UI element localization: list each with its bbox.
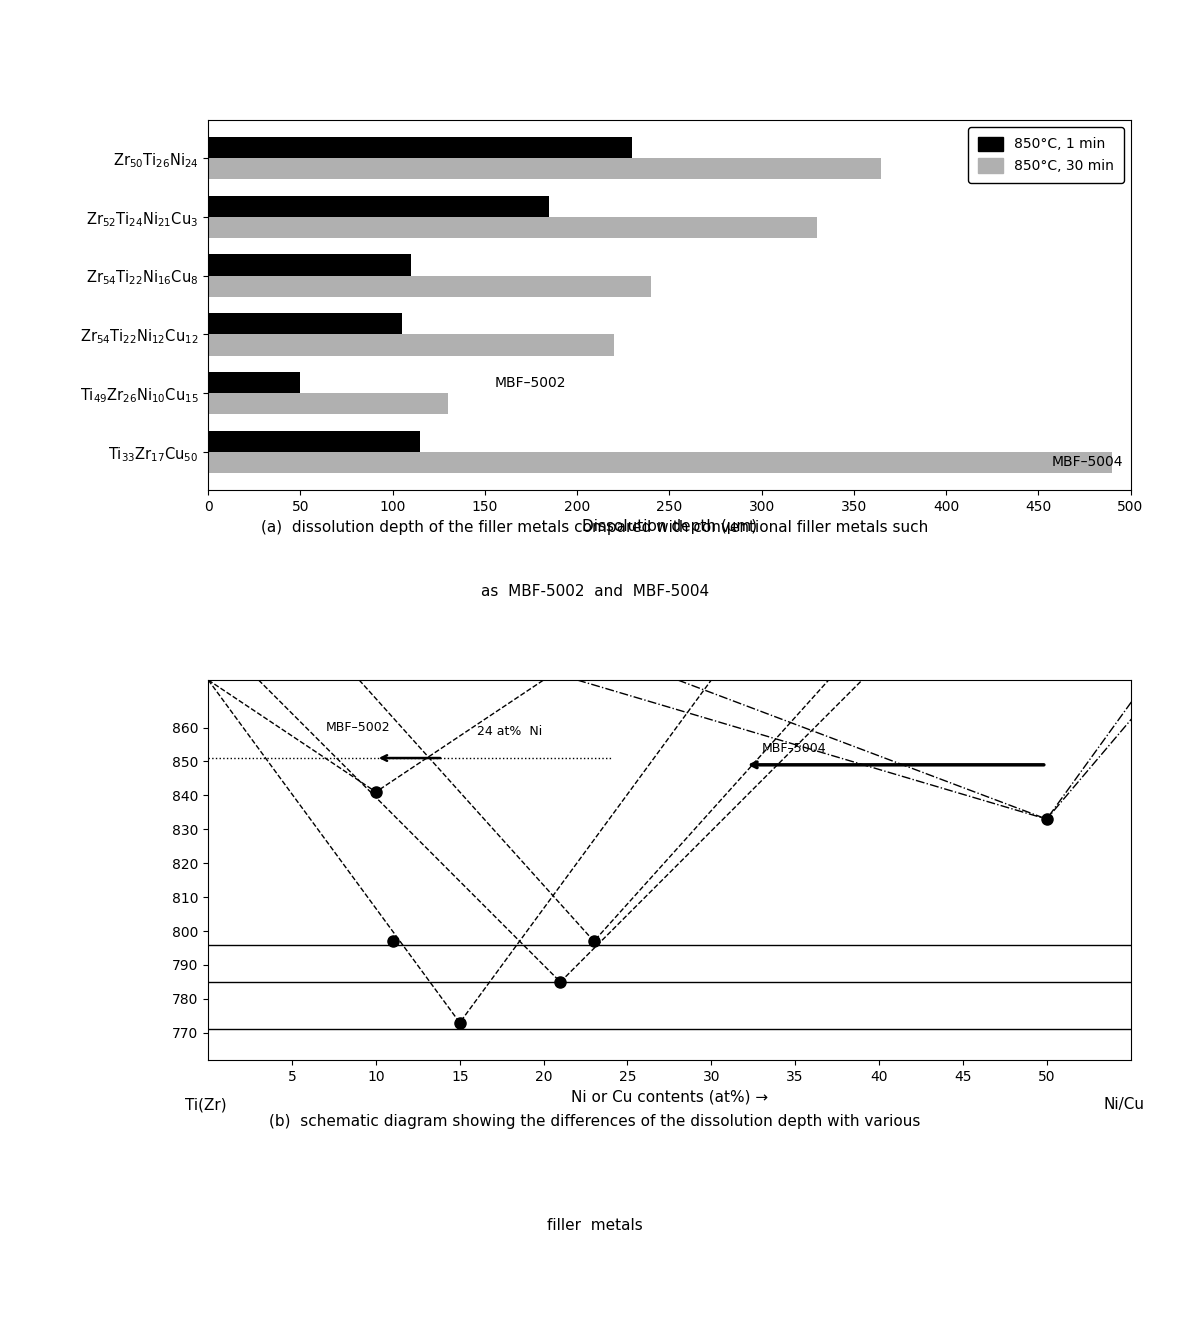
X-axis label: Ni or Cu contents (at%) →: Ni or Cu contents (at%) → [571, 1089, 768, 1104]
Bar [208, 393, 447, 414]
Legend: 850°C, 1 min, 850°C, 30 min: 850°C, 1 min, 850°C, 30 min [969, 127, 1123, 183]
Bar [208, 255, 412, 276]
Text: 24 at%  Ni: 24 at% Ni [476, 724, 541, 737]
Bar [208, 216, 818, 237]
Text: MBF–5002: MBF–5002 [326, 721, 390, 735]
Bar [208, 313, 402, 334]
Text: filler  metals: filler metals [547, 1217, 643, 1232]
Bar [208, 137, 633, 158]
Bar [208, 334, 614, 356]
Text: as  MBF-5002  and  MBF-5004: as MBF-5002 and MBF-5004 [481, 584, 709, 599]
Bar [208, 276, 651, 297]
Text: (a)  dissolution depth of the filler metals compared with conventional filler me: (a) dissolution depth of the filler meta… [262, 520, 928, 536]
Bar [208, 431, 420, 452]
Text: MBF–5004: MBF–5004 [1052, 455, 1123, 470]
Text: MBF–5004: MBF–5004 [762, 741, 826, 754]
Text: (b)  schematic diagram showing the differences of the dissolution depth with var: (b) schematic diagram showing the differ… [269, 1115, 921, 1129]
Text: Ti(Zr): Ti(Zr) [186, 1097, 227, 1112]
Bar [208, 372, 301, 393]
Text: Ni/Cu: Ni/Cu [1103, 1097, 1145, 1112]
Bar [208, 158, 882, 179]
Text: MBF–5002: MBF–5002 [494, 376, 565, 389]
Bar [208, 195, 550, 216]
X-axis label: Dissolution depth (μm): Dissolution depth (μm) [582, 520, 757, 534]
Bar [208, 452, 1113, 474]
